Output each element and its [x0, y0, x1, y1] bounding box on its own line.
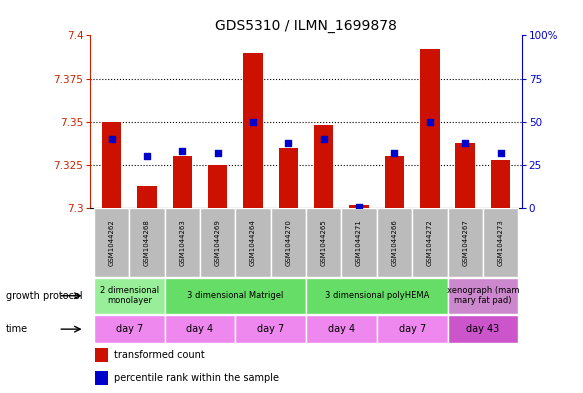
Text: GSM1044271: GSM1044271 — [356, 219, 362, 266]
Bar — [412, 208, 448, 277]
Text: day 43: day 43 — [466, 324, 500, 334]
Bar — [94, 348, 108, 362]
Point — [248, 119, 258, 125]
Text: day 7: day 7 — [257, 324, 285, 334]
Text: day 7: day 7 — [115, 324, 143, 334]
Text: growth protocol: growth protocol — [6, 291, 82, 301]
Text: 3 dimensional polyHEMA: 3 dimensional polyHEMA — [325, 291, 429, 300]
Bar — [236, 315, 306, 343]
Bar — [200, 208, 236, 277]
Text: GSM1044265: GSM1044265 — [321, 219, 326, 266]
Text: GSM1044267: GSM1044267 — [462, 219, 468, 266]
Bar — [243, 53, 263, 208]
Bar — [483, 208, 518, 277]
Text: 3 dimensional Matrigel: 3 dimensional Matrigel — [187, 291, 283, 300]
Text: percentile rank within the sample: percentile rank within the sample — [114, 373, 279, 383]
Text: GSM1044269: GSM1044269 — [215, 219, 221, 266]
Bar — [306, 278, 448, 314]
Text: day 4: day 4 — [187, 324, 213, 334]
Bar — [94, 371, 108, 384]
Bar — [377, 208, 412, 277]
Bar — [271, 208, 306, 277]
Bar — [94, 278, 164, 314]
Bar — [208, 165, 227, 208]
Bar — [455, 143, 475, 208]
Text: GSM1044270: GSM1044270 — [286, 219, 292, 266]
Bar — [448, 315, 518, 343]
Point — [496, 150, 505, 156]
Bar — [314, 125, 333, 208]
Text: GSM1044272: GSM1044272 — [427, 219, 433, 266]
Title: GDS5310 / ILMN_1699878: GDS5310 / ILMN_1699878 — [215, 19, 397, 33]
Point — [284, 140, 293, 146]
Text: GSM1044268: GSM1044268 — [144, 219, 150, 266]
Bar — [349, 205, 369, 208]
Point — [107, 136, 116, 142]
Bar — [420, 49, 440, 208]
Bar — [164, 278, 306, 314]
Text: day 4: day 4 — [328, 324, 355, 334]
Bar — [342, 208, 377, 277]
Bar — [94, 315, 164, 343]
Bar — [448, 208, 483, 277]
Text: xenograph (mam
mary fat pad): xenograph (mam mary fat pad) — [447, 286, 519, 305]
Point — [390, 150, 399, 156]
Point — [178, 148, 187, 154]
Text: 2 dimensional
monolayer: 2 dimensional monolayer — [100, 286, 159, 305]
Bar — [377, 315, 448, 343]
Bar — [137, 186, 157, 208]
Text: transformed count: transformed count — [114, 350, 205, 360]
Bar — [173, 156, 192, 208]
Bar — [236, 208, 271, 277]
Point — [142, 153, 152, 160]
Bar — [385, 156, 404, 208]
Bar — [102, 122, 121, 208]
Bar — [448, 278, 518, 314]
Text: GSM1044263: GSM1044263 — [180, 219, 185, 266]
Text: GSM1044273: GSM1044273 — [497, 219, 504, 266]
Bar — [164, 208, 200, 277]
Bar — [129, 208, 164, 277]
Text: GSM1044264: GSM1044264 — [250, 219, 256, 266]
Text: GSM1044266: GSM1044266 — [391, 219, 398, 266]
Bar — [279, 148, 298, 208]
Point — [354, 204, 364, 210]
Point — [213, 150, 222, 156]
Point — [319, 136, 328, 142]
Bar — [491, 160, 510, 208]
Bar — [306, 208, 342, 277]
Bar — [306, 315, 377, 343]
Point — [425, 119, 434, 125]
Text: time: time — [6, 324, 28, 334]
Bar — [164, 315, 236, 343]
Text: GSM1044262: GSM1044262 — [108, 219, 115, 266]
Bar — [94, 208, 129, 277]
Point — [461, 140, 470, 146]
Text: day 7: day 7 — [399, 324, 426, 334]
